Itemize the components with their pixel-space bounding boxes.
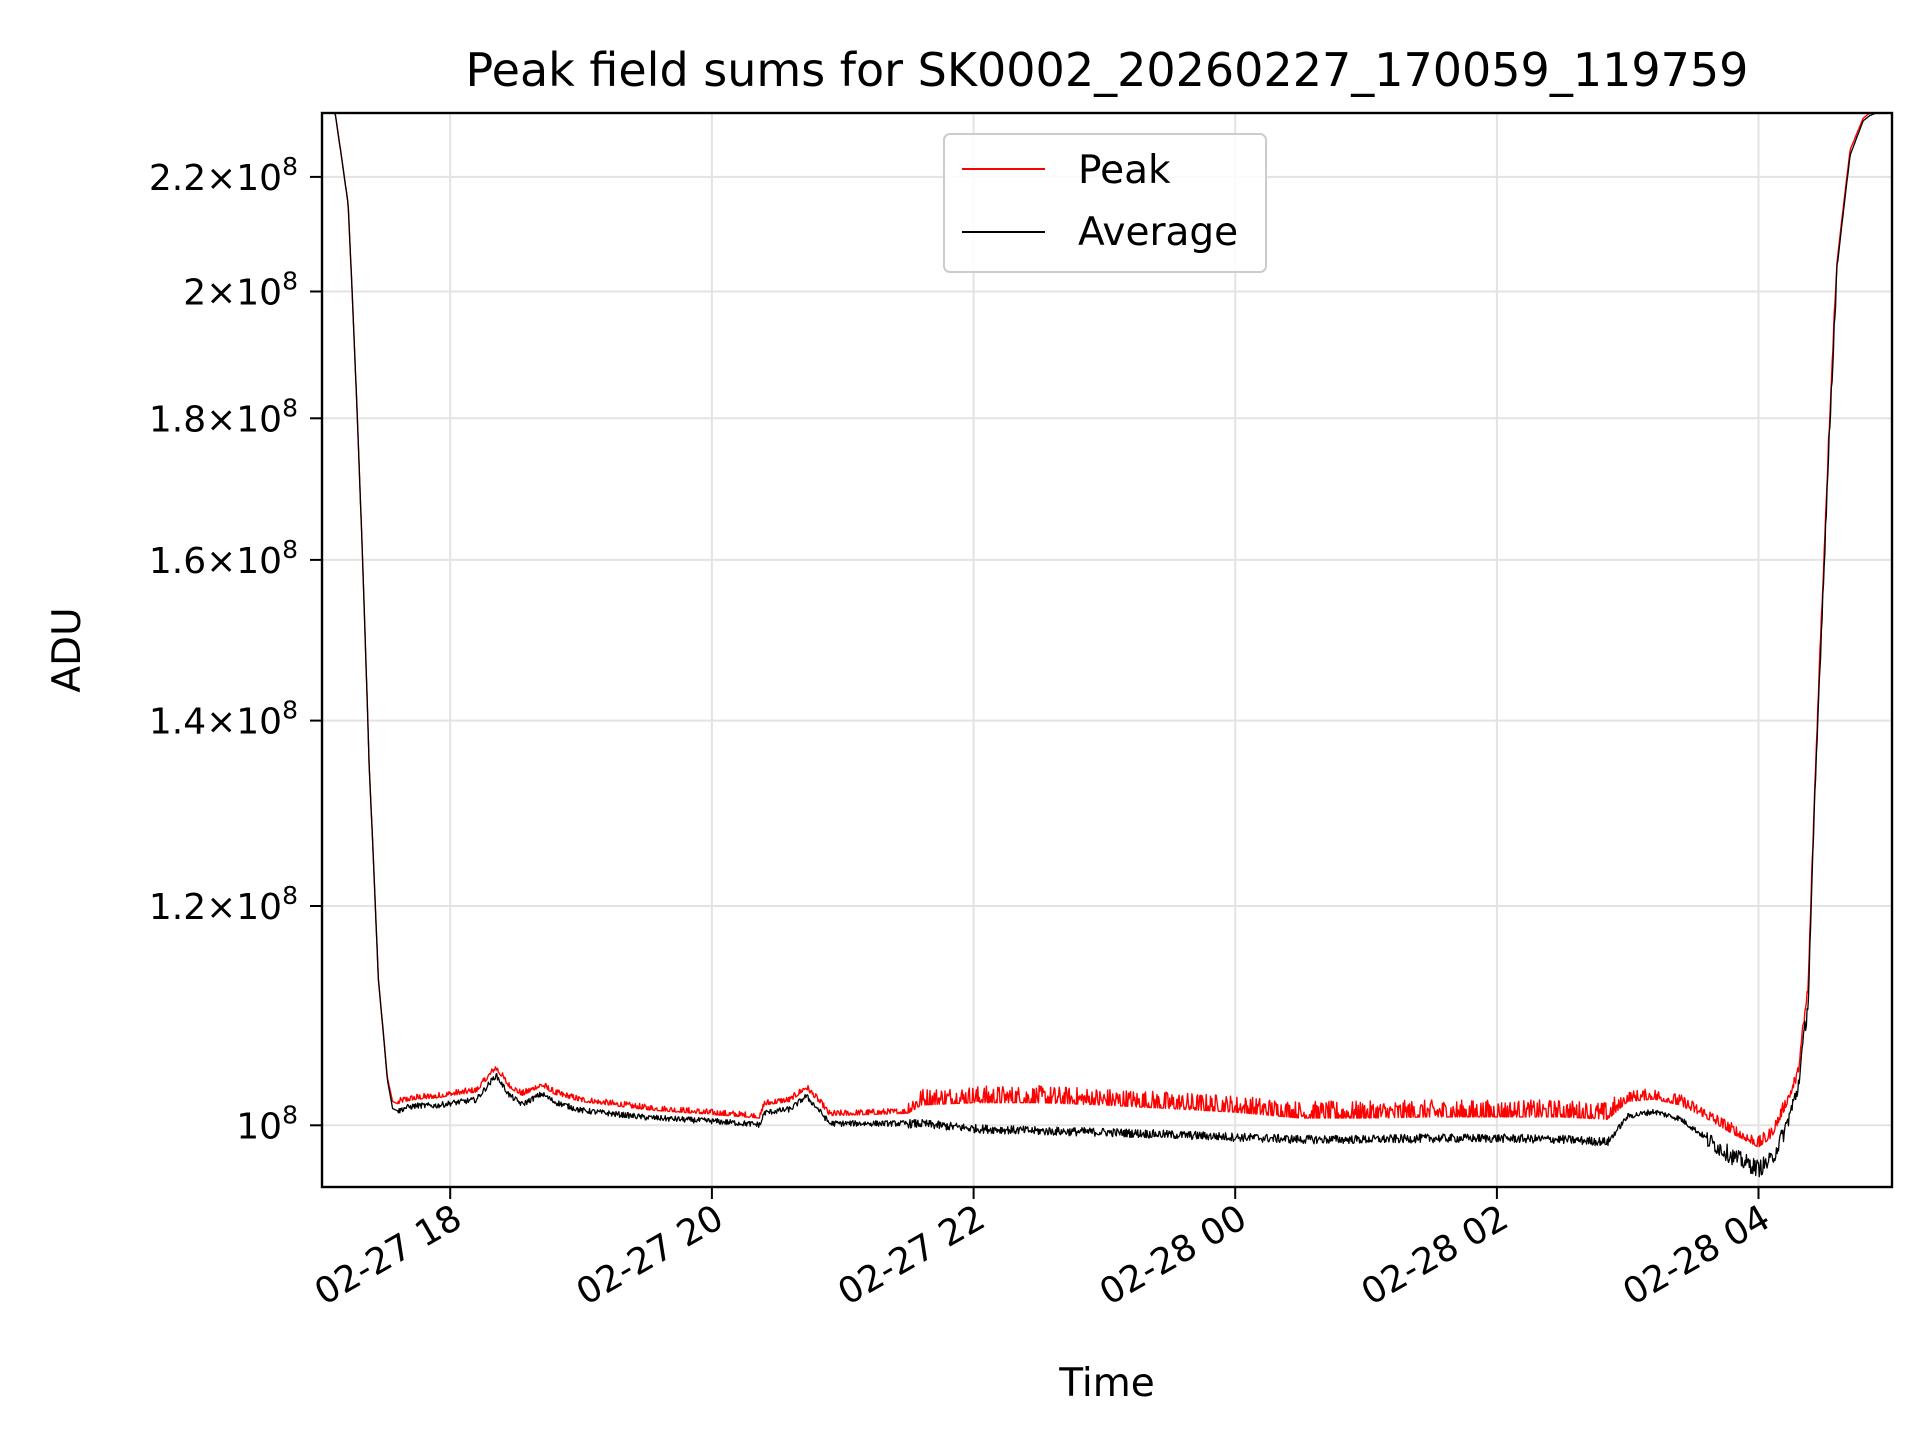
y-tick-label: 1.8×108 — [149, 393, 298, 440]
y-tick-label: 2×108 — [183, 267, 298, 314]
y-tick-label: 1.4×108 — [149, 696, 298, 743]
plot-frame — [320, 111, 1894, 1189]
series-line-average — [322, 112, 1892, 1178]
legend-label-peak: Peak — [1078, 148, 1171, 193]
legend-label-average: Average — [1078, 210, 1238, 255]
y-tick-label: 2.2×108 — [149, 152, 298, 199]
legend: Peak Average — [943, 133, 1267, 273]
grid — [322, 113, 1892, 1187]
y-tick-label: 1.6×108 — [149, 535, 298, 582]
series-line-peak — [322, 112, 1892, 1148]
y-tick-label: 1.2×108 — [149, 881, 298, 928]
chart-title: Peak field sums for SK0002_20260227_1700… — [466, 43, 1749, 97]
plot-series — [322, 112, 1892, 1178]
y-axis-label: ADU — [45, 607, 90, 692]
y-axis: 2.2×108 2×108 1.8×108 1.6×108 1.4×108 1.2×108… — [149, 152, 322, 1147]
x-axis-label: Time — [1058, 1361, 1154, 1406]
y-tick-label: 108 — [236, 1100, 298, 1147]
